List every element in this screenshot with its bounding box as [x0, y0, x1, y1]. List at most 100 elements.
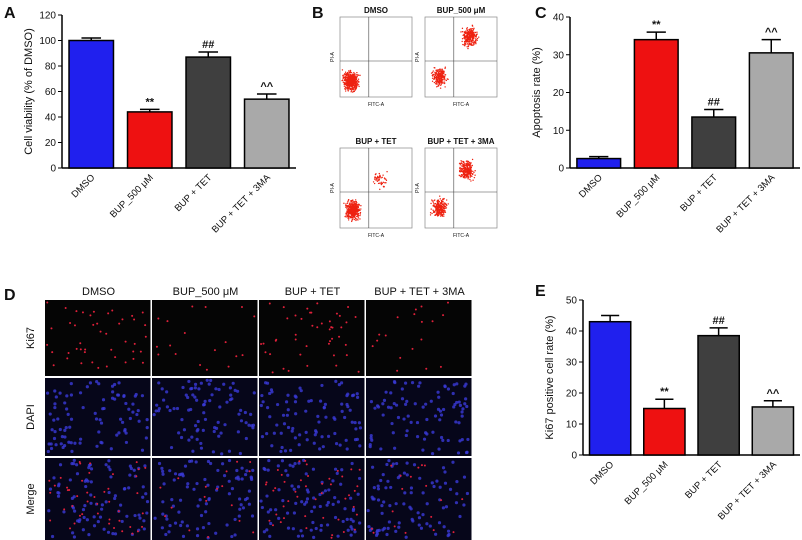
event-dot: [438, 78, 441, 80]
event-dot: [476, 39, 478, 41]
event-dot: [434, 206, 436, 208]
nucleus: [161, 500, 165, 504]
micrograph: [259, 378, 365, 456]
nucleus: [279, 449, 283, 454]
flow-x-label: FITC-A: [453, 102, 470, 108]
ki67-dot: [282, 306, 285, 309]
nucleus: [343, 415, 347, 420]
event-dot: [467, 172, 469, 174]
event-dot: [439, 209, 441, 211]
nucleus: [187, 438, 191, 442]
ki67-dot: [328, 477, 331, 480]
ki67-dot: [275, 513, 278, 516]
ki67-dot: [86, 500, 89, 503]
event-dot: [379, 176, 381, 178]
event-dot: [375, 179, 378, 181]
nucleus: [98, 515, 103, 519]
nucleus: [140, 394, 145, 398]
event-dot: [355, 77, 358, 80]
y-axis-label: Apoptosis rate (%): [531, 47, 543, 137]
nucleus: [142, 519, 146, 523]
nucleus: [452, 383, 456, 387]
ki67-dot: [335, 364, 338, 367]
nucleus: [133, 394, 137, 398]
event-dot: [439, 211, 441, 214]
event-dot: [353, 205, 355, 207]
nucleus: [160, 387, 164, 391]
event-dot: [468, 163, 471, 166]
event-dot: [474, 41, 476, 44]
event-dot: [435, 72, 438, 75]
nucleus: [67, 440, 71, 444]
ki67-dot: [330, 326, 333, 329]
nucleus: [73, 441, 77, 445]
event-dot: [352, 208, 354, 210]
nucleus: [127, 486, 131, 490]
nucleus: [392, 401, 396, 406]
event-dot: [439, 195, 441, 197]
nucleus: [404, 535, 408, 539]
nucleus: [350, 527, 354, 531]
nucleus: [98, 418, 102, 422]
nucleus: [192, 487, 196, 491]
event-dot: [355, 86, 357, 88]
x-tick-label: BUP + TET: [173, 172, 215, 214]
nucleus: [82, 515, 86, 520]
row-label: Merge: [25, 483, 37, 514]
event-dot: [466, 35, 468, 37]
ki67-dot: [260, 343, 263, 346]
nucleus: [447, 532, 451, 537]
ki67-dot: [69, 527, 72, 530]
event-dot: [357, 217, 360, 219]
nucleus: [298, 433, 302, 437]
event-dot: [342, 81, 345, 83]
row-label: DAPI: [25, 404, 37, 430]
significance-mark: **: [145, 96, 154, 108]
event-dot: [473, 171, 475, 174]
event-dot: [443, 205, 446, 207]
nucleus: [81, 405, 85, 410]
ki67-dot: [131, 314, 134, 317]
nucleus: [100, 441, 104, 445]
nucleus: [340, 409, 344, 413]
ki67-dot: [330, 536, 333, 539]
nucleus: [299, 529, 303, 533]
event-dot: [342, 74, 344, 77]
nucleus: [421, 513, 425, 517]
event-dot: [438, 200, 441, 203]
nucleus: [52, 418, 56, 422]
event-dot: [466, 46, 468, 48]
event-dot: [354, 218, 357, 220]
event-dot: [344, 71, 347, 73]
event-dot: [468, 34, 471, 36]
nucleus: [443, 481, 448, 485]
event-dot: [349, 206, 351, 209]
nucleus: [68, 425, 72, 429]
nucleus: [100, 507, 104, 511]
nucleus: [241, 506, 246, 510]
nucleus: [57, 484, 61, 488]
event-dot: [439, 202, 441, 204]
event-dot: [443, 72, 445, 75]
event-dot: [374, 173, 377, 176]
nucleus: [382, 500, 386, 504]
event-dot: [352, 73, 354, 75]
event-dot: [373, 182, 376, 185]
nucleus: [57, 491, 61, 495]
nucleus: [169, 445, 174, 450]
nucleus: [230, 487, 235, 491]
ki67-dot: [238, 519, 241, 522]
ki67-dot: [354, 316, 357, 319]
ki67-dot: [144, 335, 147, 338]
nucleus: [331, 479, 335, 483]
event-dot: [344, 90, 347, 92]
nucleus: [233, 533, 237, 537]
event-dot: [443, 215, 445, 217]
nucleus: [436, 390, 440, 394]
event-dot: [460, 162, 462, 165]
event-dot: [466, 170, 468, 172]
nucleus: [409, 486, 414, 490]
nucleus: [333, 496, 337, 500]
ki67-dot: [166, 320, 169, 323]
nucleus: [412, 463, 417, 467]
